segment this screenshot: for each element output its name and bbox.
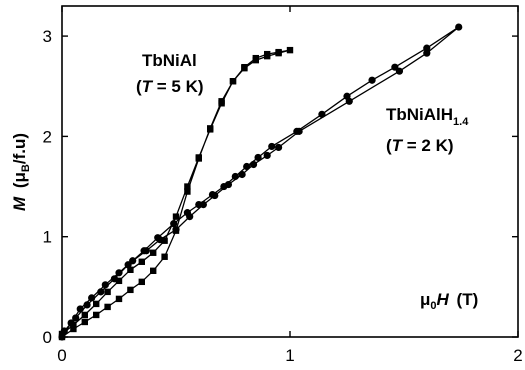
data-point-circle — [254, 153, 262, 162]
data-point-circle — [58, 333, 66, 341]
annotation-tbnialh-line1: TbNiAlH1.4 — [386, 105, 469, 128]
data-point-circle — [110, 275, 119, 283]
data-point-square — [150, 267, 157, 274]
data-point-square — [127, 266, 134, 273]
data-point-square — [93, 311, 100, 319]
annotation-tbnialh-line2: (T = 2 K) — [386, 136, 454, 155]
data-point-circle — [455, 23, 463, 31]
x-tick-label: 2 — [513, 346, 522, 365]
data-point-square — [81, 311, 88, 319]
y-axis-label: M (μB/f.u) — [10, 133, 32, 211]
data-point-circle — [238, 170, 246, 179]
data-point-circle — [423, 49, 431, 57]
data-point-circle — [97, 288, 105, 296]
data-point-square — [207, 126, 214, 133]
data-point-circle — [268, 142, 276, 151]
data-point-circle — [263, 151, 271, 160]
x-axis-label: μ0H (T) — [420, 290, 478, 312]
data-point-square — [127, 286, 134, 294]
data-point-circle — [83, 301, 91, 309]
annotation-tbnial-line2: (T = 5 K) — [136, 77, 204, 96]
data-point-circle — [170, 220, 178, 228]
series-layer — [58, 23, 463, 341]
x-tick-label: 0 — [57, 346, 66, 365]
data-point-square — [252, 54, 259, 62]
data-point-square — [275, 48, 282, 56]
data-point-circle — [88, 294, 96, 302]
data-point-circle — [343, 92, 351, 100]
data-point-square — [184, 183, 191, 190]
data-point-square — [195, 154, 202, 161]
data-point-circle — [101, 281, 109, 289]
data-point-circle — [243, 162, 251, 171]
data-point-circle — [293, 127, 301, 135]
data-point-square — [104, 288, 111, 296]
data-point-circle — [423, 44, 431, 52]
data-point-circle — [124, 261, 132, 269]
data-point-circle — [391, 63, 399, 71]
data-point-circle — [220, 182, 228, 191]
data-point-circle — [208, 190, 217, 199]
data-point-circle — [172, 226, 180, 234]
annotation-tbnial-line1: TbNiAl — [142, 51, 197, 70]
series-line-1 — [61, 26, 460, 338]
data-point-square — [138, 278, 145, 286]
data-point-circle — [183, 209, 191, 217]
data-point-circle — [76, 305, 84, 313]
data-point-circle — [154, 234, 162, 242]
data-point-circle — [318, 110, 326, 118]
data-point-square — [161, 253, 168, 260]
data-point-square — [104, 303, 111, 311]
data-point-square — [264, 50, 271, 58]
y-tick-label: 3 — [43, 27, 52, 46]
data-point-square — [184, 188, 191, 195]
y-tick-label: 0 — [43, 328, 52, 347]
data-point-circle — [115, 269, 123, 277]
data-point-circle — [60, 327, 68, 335]
x-tick-label: 1 — [285, 346, 294, 365]
data-point-circle — [249, 160, 258, 169]
data-point-square — [138, 258, 145, 265]
data-point-circle — [72, 314, 80, 322]
data-point-square — [229, 78, 237, 85]
data-point-circle — [140, 247, 148, 255]
x-axis-ticks: 0 1 2 — [57, 6, 523, 365]
data-point-square — [150, 249, 157, 256]
data-point-square — [81, 318, 88, 326]
y-tick-label: 1 — [43, 228, 52, 247]
data-point-circle — [275, 143, 283, 152]
y-axis-ticks: 0 1 2 3 — [43, 27, 518, 347]
data-point-circle — [195, 201, 203, 209]
data-point-square — [93, 300, 100, 308]
data-point-square — [286, 46, 294, 54]
data-point-circle — [67, 319, 75, 327]
y-tick-label: 2 — [43, 127, 52, 146]
data-point-square — [115, 277, 123, 285]
data-point-square — [161, 237, 168, 244]
data-point-square — [115, 295, 123, 303]
data-point-square — [172, 213, 180, 220]
data-point-circle — [231, 172, 239, 181]
data-point-circle — [368, 76, 376, 84]
data-point-square — [241, 63, 248, 71]
data-point-square — [70, 325, 77, 333]
data-point-square — [218, 100, 225, 107]
